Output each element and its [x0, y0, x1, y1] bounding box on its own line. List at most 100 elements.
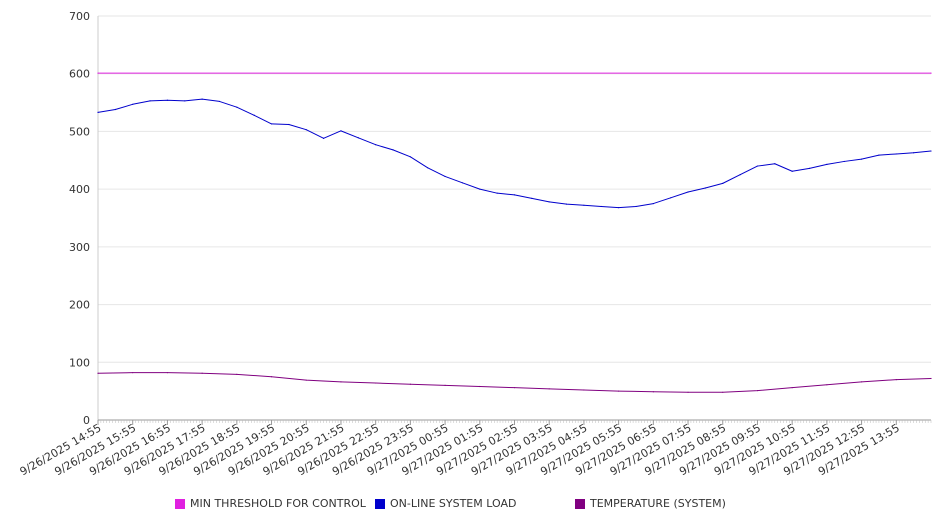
legend-item-min-threshold[interactable]: MIN THRESHOLD FOR CONTROL [175, 497, 366, 510]
data-point [739, 174, 741, 176]
data-point [878, 154, 880, 156]
data-point [513, 387, 516, 389]
data-point [774, 163, 776, 165]
data-point [513, 194, 516, 196]
data-point [895, 153, 897, 155]
data-point [583, 204, 585, 206]
data-point [687, 191, 689, 193]
data-point [340, 381, 342, 383]
data-point [305, 379, 307, 381]
data-point [218, 100, 221, 103]
legend-label-system-load: ON-LINE SYSTEM LOAD [390, 497, 517, 510]
data-point [722, 391, 724, 393]
legend-swatch-system-load [375, 498, 385, 509]
data-point [340, 130, 342, 132]
data-point [618, 390, 620, 392]
legend-label-temperature: TEMPERATURE (SYSTEM) [590, 497, 726, 510]
data-point [930, 150, 932, 152]
data-point [756, 165, 759, 167]
legend-item-system-load[interactable]: ON-LINE SYSTEM LOAD [375, 497, 516, 510]
data-point [270, 123, 273, 125]
legend: MIN THRESHOLD FOR CONTROL ON-LINE SYSTEM… [0, 497, 946, 515]
data-point [479, 385, 481, 388]
legend-item-temperature[interactable]: TEMPERATURE (SYSTEM) [575, 497, 726, 510]
data-point [444, 384, 446, 386]
data-point [323, 137, 325, 139]
data-point [583, 389, 585, 391]
data-point [791, 170, 793, 172]
data-point [132, 103, 134, 105]
data-point [114, 108, 116, 111]
data-point [461, 182, 464, 184]
data-point [913, 152, 915, 154]
data-point [236, 106, 238, 108]
series-lines [97, 72, 932, 393]
data-point [201, 98, 203, 100]
data-point [565, 203, 568, 205]
data-point [618, 207, 620, 209]
data-point [409, 156, 411, 158]
data-point [236, 373, 238, 376]
data-point [166, 99, 169, 101]
data-point [201, 372, 203, 374]
data-point [444, 175, 446, 178]
legend-swatch-temperature [575, 498, 585, 509]
y-tick-labels: 0 100 200 300 400 500 600 700 [69, 10, 90, 427]
data-point [548, 388, 550, 390]
grid-lines [98, 15, 931, 363]
y-tick-label: 300 [69, 241, 90, 254]
data-point [97, 111, 99, 113]
data-point [808, 167, 811, 169]
data-point [895, 379, 897, 381]
data-point [722, 182, 724, 184]
y-tick-label: 0 [83, 414, 90, 427]
y-tick-label: 200 [69, 299, 90, 312]
y-tick-label: 600 [69, 68, 90, 81]
data-point [270, 376, 273, 378]
data-point [704, 187, 707, 189]
data-point [652, 202, 654, 205]
legend-label-min-threshold: MIN THRESHOLD FOR CONTROL [190, 497, 366, 510]
data-point [826, 163, 828, 165]
data-point [375, 382, 377, 384]
data-point [930, 72, 932, 74]
data-point [375, 144, 377, 146]
data-point [860, 381, 863, 383]
data-point [930, 377, 932, 380]
data-point [409, 383, 411, 385]
data-point [97, 372, 99, 374]
data-point [791, 387, 793, 389]
series-line-temperature [97, 372, 932, 393]
data-point [288, 123, 290, 126]
data-point [843, 160, 845, 163]
data-point [548, 201, 550, 203]
y-tick-label: 500 [69, 125, 90, 138]
x-tick-labels: 9/26/2025 14:559/26/2025 15:559/26/2025 … [18, 420, 902, 478]
series-line-system-load [97, 98, 932, 209]
y-tick-label: 400 [69, 183, 90, 196]
data-point [531, 197, 533, 199]
data-point [687, 391, 689, 393]
data-point [427, 167, 429, 169]
data-point [305, 129, 307, 131]
legend-swatch-min-threshold [175, 498, 185, 509]
data-point [652, 391, 654, 393]
data-point [149, 100, 151, 102]
data-point [184, 100, 186, 102]
data-point [600, 205, 602, 208]
data-point [132, 372, 134, 374]
y-tick-label: 700 [69, 10, 90, 23]
y-tick-label: 100 [69, 356, 90, 369]
data-point [826, 384, 828, 386]
data-point [97, 72, 99, 74]
data-point [756, 389, 759, 392]
data-point [392, 149, 394, 151]
data-point [860, 158, 863, 160]
data-point [635, 205, 637, 208]
data-point [253, 114, 255, 116]
data-point [479, 188, 481, 190]
data-point [496, 192, 498, 194]
data-point [166, 372, 169, 374]
